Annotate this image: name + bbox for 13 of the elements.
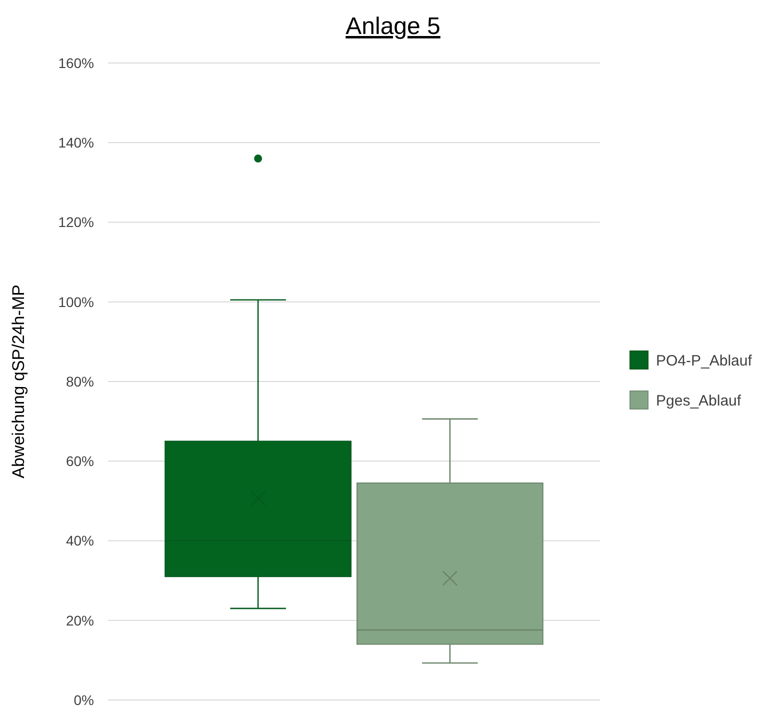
y-tick-label: 120% bbox=[58, 214, 94, 230]
y-axis-title: Abweichung qSP/24h-MP bbox=[9, 284, 28, 478]
y-tick-label: 100% bbox=[58, 294, 94, 310]
y-tick-label: 40% bbox=[66, 532, 94, 549]
y-tick-label: 0% bbox=[74, 692, 94, 708]
y-tick-label: 80% bbox=[66, 373, 94, 390]
y-tick-label: 60% bbox=[66, 453, 94, 470]
legend-label: PO4-P_Ablauf bbox=[656, 352, 753, 370]
y-tick-label: 140% bbox=[58, 134, 94, 151]
legend-label: Pges_Ablauf bbox=[656, 392, 742, 410]
y-tick-label: 20% bbox=[66, 612, 94, 628]
chart-title: Anlage 5 bbox=[346, 13, 440, 40]
y-tick-label: 160% bbox=[58, 54, 94, 71]
